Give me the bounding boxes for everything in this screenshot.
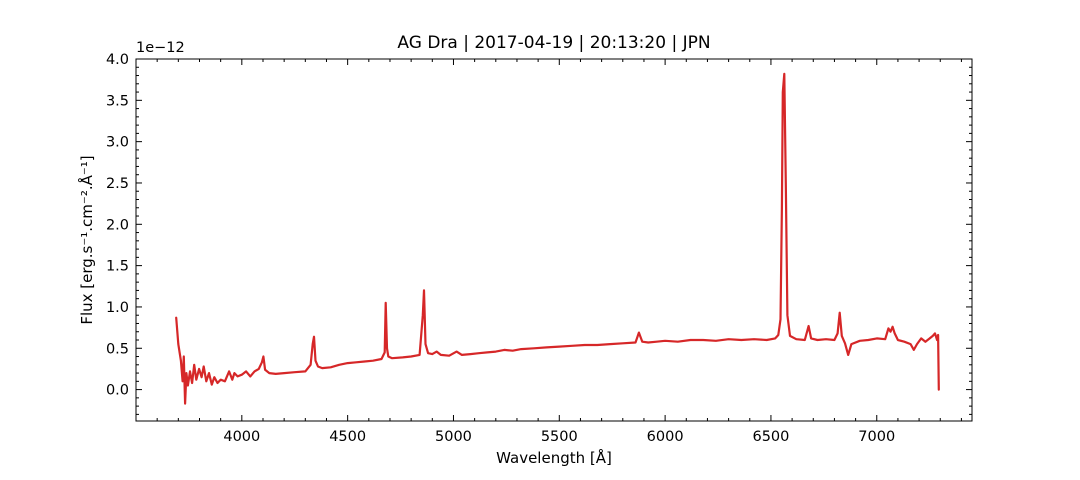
- x-tick-label: 5500: [541, 429, 578, 445]
- y-tick-label: 2.5: [106, 176, 129, 192]
- y-axis-offset-label: 1e−12: [136, 40, 185, 56]
- plot-frame: [135, 58, 973, 422]
- x-tick-label: 6500: [752, 429, 789, 445]
- y-tick-label: 3.5: [106, 93, 129, 109]
- spectrum-line: [175, 72, 940, 405]
- y-tick-label: 1.5: [106, 259, 129, 275]
- y-tick-label: 0.0: [106, 383, 129, 399]
- y-tick-label: 1.0: [106, 300, 129, 316]
- y-tick-label: 0.5: [106, 341, 129, 357]
- y-tick-label: 3.0: [106, 135, 129, 151]
- x-axis-label: Wavelength [Å]: [496, 448, 612, 467]
- chart-title: AG Dra | 2017-04-19 | 20:13:20 | JPN: [397, 33, 710, 53]
- x-tick-label: 4000: [223, 429, 260, 445]
- axis-tick-labels: 4000 4500 5000 5500 6000 6500 7000 0.0 0.5 1.0 1.5…: [106, 52, 895, 445]
- x-tick-label: 4500: [329, 429, 366, 445]
- x-tick-label: 5000: [435, 429, 472, 445]
- x-tick-label: 7000: [858, 429, 895, 445]
- y-tick-label: 4.0: [106, 52, 129, 68]
- y-axis-label: Flux [erg.s⁻¹.cm⁻².Å⁻¹]: [77, 155, 96, 324]
- y-tick-label: 2.0: [106, 217, 129, 233]
- x-tick-label: 6000: [647, 429, 684, 445]
